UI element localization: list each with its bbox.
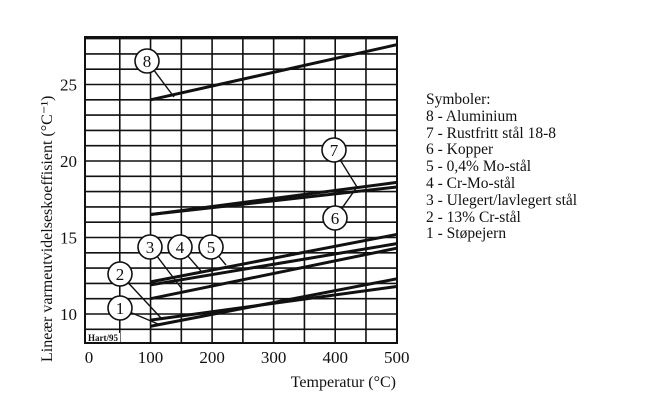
leader-line-4 (187, 255, 202, 272)
leader-line-5 (218, 255, 227, 266)
legend-item-5: 5 - 0,4% Mo-stål (426, 158, 532, 176)
plot-grid (85, 37, 397, 343)
callout-circle-8 (134, 48, 160, 74)
x-tick-label: 200 (199, 348, 225, 367)
callout-circle-5 (198, 234, 224, 260)
callout-circle-6 (322, 205, 348, 231)
x-axis-title: Temperatur (°C) (291, 374, 396, 391)
series-line-5 (150, 232, 398, 284)
x-tick-label: 300 (261, 348, 287, 367)
leader-line-1 (130, 312, 159, 325)
leader-line-6 (341, 186, 358, 209)
callout-circle-4 (167, 234, 193, 260)
y-tick-label: 10 (60, 305, 77, 324)
legend-item-8: 8 - Aluminium (426, 107, 518, 125)
callout-circle-2 (107, 261, 133, 287)
series-line-6 (150, 185, 397, 217)
leader-line-3 (156, 256, 183, 290)
x-tick-label: 400 (322, 348, 348, 367)
callout-number-1: 1 (116, 299, 125, 318)
legend-item-2: 2 - 13% Cr-stål (426, 208, 521, 226)
legend-title: Symboler: (426, 91, 491, 108)
leader-line-8 (153, 70, 175, 98)
callout-number-2: 2 (116, 265, 125, 284)
callout-number-8: 8 (143, 52, 152, 71)
x-tick-label: 500 (384, 348, 410, 367)
y-tick-label: 25 (60, 76, 77, 95)
callout-number-6: 6 (331, 209, 340, 228)
y-tick-label: 15 (60, 229, 77, 248)
callout-circle-7 (321, 137, 347, 163)
callout-circle-1 (107, 295, 133, 321)
plot-frame (84, 36, 398, 344)
legend-item-1: 1 - Støpejern (426, 225, 507, 243)
x-tick-label: 0 (85, 348, 94, 367)
series-line-8 (150, 43, 398, 102)
data-lines (150, 43, 398, 328)
callout-number-5: 5 (207, 238, 216, 257)
legend-item-6: 6 - Kopper (426, 141, 494, 159)
series-line-1 (150, 277, 398, 328)
legend-item-3: 3 - Ulegert/lavlegert stål (426, 191, 578, 209)
series-circle-labels: 8 7 6 5 4 3 2 1 (107, 48, 358, 325)
callout-number-7: 7 (330, 141, 339, 160)
legend-item-7: 7 - Rustfritt stål 18-8 (426, 124, 557, 142)
x-tick-label: 100 (138, 348, 164, 367)
callout-number-4: 4 (176, 238, 185, 257)
leader-line-2 (127, 282, 162, 319)
series-line-3 (150, 246, 398, 301)
y-tick-label: 20 (60, 152, 77, 171)
y-axis-title: Lineær varmeutvidelseskoeffisient (°C⁻¹) (39, 96, 56, 362)
watermark-box (86, 333, 120, 342)
callout-number-3: 3 (146, 238, 155, 257)
legend-item-4: 4 - Cr-Mo-stål (426, 174, 516, 192)
series-line-4 (150, 242, 397, 287)
leader-line-7 (339, 159, 358, 188)
callout-circle-3 (137, 234, 163, 260)
legend: Symboler: 8 - Aluminium 7 - Rustfritt st… (426, 91, 578, 243)
watermark-label: Hart/95 (88, 333, 118, 343)
